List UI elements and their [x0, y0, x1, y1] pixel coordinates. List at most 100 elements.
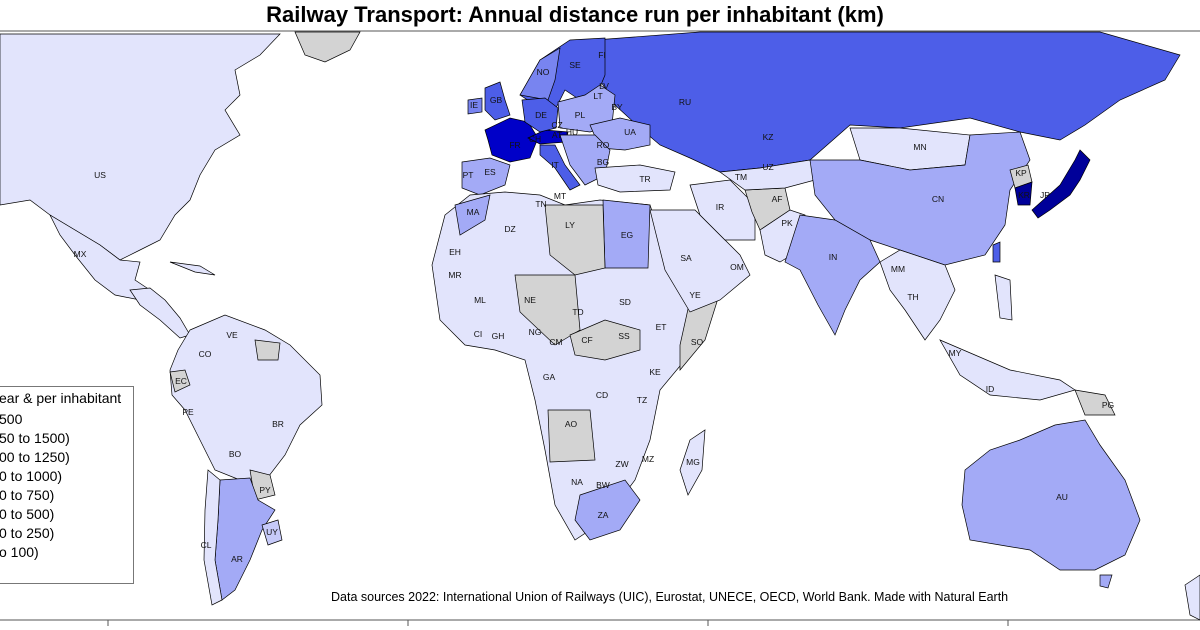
country-label-cl: CL — [201, 540, 212, 550]
country-central-africa — [569, 319, 641, 361]
country-label-mz: MZ — [642, 454, 654, 464]
country-label-cn: CN — [932, 194, 944, 204]
country-label-ve: VE — [226, 330, 238, 340]
country-label-de: DE — [535, 110, 547, 120]
country-label-sd: SD — [619, 297, 631, 307]
country-label-tz: TZ — [637, 395, 647, 405]
legend-item: 00 to 1250) — [0, 449, 70, 465]
country-label-eg: EG — [621, 230, 633, 240]
country-libya — [544, 204, 606, 276]
country-guianas — [254, 339, 281, 361]
country-label-pg: PG — [1102, 400, 1114, 410]
country-label-es: ES — [484, 167, 496, 177]
country-angola — [547, 409, 596, 463]
country-label-kr: KR — [1018, 190, 1030, 200]
country-label-tn: TN — [535, 199, 546, 209]
country-label-so: SO — [691, 337, 704, 347]
country-label-et: ET — [656, 322, 667, 332]
country-poland-baltics — [557, 84, 616, 133]
country-italy — [539, 144, 581, 191]
country-label-cz: CZ — [551, 120, 562, 130]
country-label-ie: IE — [470, 100, 478, 110]
country-labels: US MX CO VE EC PE BR BO PY UY AR CL FR DE ES PT GB IE NO SE… — [74, 50, 1115, 564]
country-label-py: PY — [259, 485, 271, 495]
country-germany — [521, 97, 559, 133]
country-label-eh: EH — [449, 247, 461, 257]
country-label-ye: YE — [689, 290, 701, 300]
country-label-se: SE — [569, 60, 581, 70]
country-iran — [689, 179, 756, 241]
country-india — [784, 214, 881, 336]
country-south-africa — [574, 479, 641, 541]
country-spain-portugal — [461, 157, 511, 196]
country-label-dz: DZ — [504, 224, 515, 234]
country-label-ir: IR — [716, 202, 725, 212]
country-label-id: ID — [986, 384, 995, 394]
country-label-it: IT — [551, 160, 559, 170]
country-taiwan — [992, 241, 1001, 263]
country-label-sa: SA — [680, 253, 692, 263]
country-png — [1074, 389, 1116, 416]
country-label-ec: EC — [175, 376, 187, 386]
country-philippines — [994, 274, 1013, 321]
country-central-america — [129, 287, 191, 339]
country-label-jp: JP — [1040, 190, 1050, 200]
country-label-th: TH — [907, 292, 918, 302]
country-label-bo: BO — [229, 449, 242, 459]
country-label-by: BY — [611, 102, 623, 112]
country-label-no: NO — [537, 67, 550, 77]
legend-item: 500 — [0, 411, 23, 427]
country-label-mg: MG — [686, 457, 700, 467]
country-label-uy: UY — [266, 527, 278, 537]
country-label-mm: MM — [891, 264, 905, 274]
tick-marks — [107, 620, 1009, 626]
country-label-mt: MT — [554, 191, 566, 201]
country-label-ma: MA — [467, 207, 480, 217]
country-label-my: MY — [949, 348, 962, 358]
country-label-au: AU — [1056, 492, 1068, 502]
country-label-ua: UA — [624, 127, 636, 137]
country-label-na: NA — [571, 477, 583, 487]
country-japan — [1031, 149, 1091, 219]
legend-item: o 100) — [0, 544, 39, 560]
country-label-fr: FR — [509, 140, 520, 150]
country-label-hu: HU — [566, 127, 578, 137]
country-label-pe: PE — [182, 407, 194, 417]
country-label-tr: TR — [639, 174, 650, 184]
country-uruguay — [261, 519, 283, 546]
country-turkey — [594, 164, 676, 193]
country-label-pt: PT — [463, 170, 474, 180]
legend-item: 0 to 500) — [0, 506, 55, 522]
country-chile — [203, 469, 223, 606]
legend-item: 0 to 750) — [0, 487, 55, 503]
country-label-us: US — [94, 170, 106, 180]
country-label-ru: RU — [679, 97, 691, 107]
country-new-zealand — [1184, 574, 1200, 621]
country-madagascar — [679, 429, 706, 496]
country-label-kz: KZ — [763, 132, 774, 142]
country-label-ly: LY — [565, 220, 575, 230]
country-label-ne: NE — [524, 295, 536, 305]
legend-title: ear & per inhabitant — [0, 390, 122, 406]
country-label-tm: TM — [735, 172, 747, 182]
country-brazil-region — [169, 314, 323, 486]
country-label-td: TD — [572, 307, 583, 317]
country-label-mx: MX — [74, 249, 87, 259]
country-label-bw: BW — [596, 480, 610, 490]
country-label-br: BR — [272, 419, 284, 429]
country-ecuador — [169, 369, 191, 393]
country-label-bg: BG — [597, 157, 609, 167]
legend: ear & per inhabitant 500 50 to 1500) 00 … — [0, 386, 134, 584]
country-label-ci: CI — [474, 329, 483, 339]
country-label-lt: LT — [593, 91, 602, 101]
country-label-mn: MN — [913, 142, 926, 152]
country-cuba — [169, 261, 216, 276]
map-title: Railway Transport: Annual distance run p… — [266, 2, 884, 27]
country-label-uz: UZ — [762, 162, 773, 172]
country-label-cf: CF — [581, 335, 592, 345]
data-source-note: Data sources 2022: International Union o… — [331, 590, 1009, 604]
country-label-gb: GB — [490, 95, 503, 105]
country-label-gh: GH — [492, 331, 505, 341]
country-label-ro: RO — [597, 140, 610, 150]
